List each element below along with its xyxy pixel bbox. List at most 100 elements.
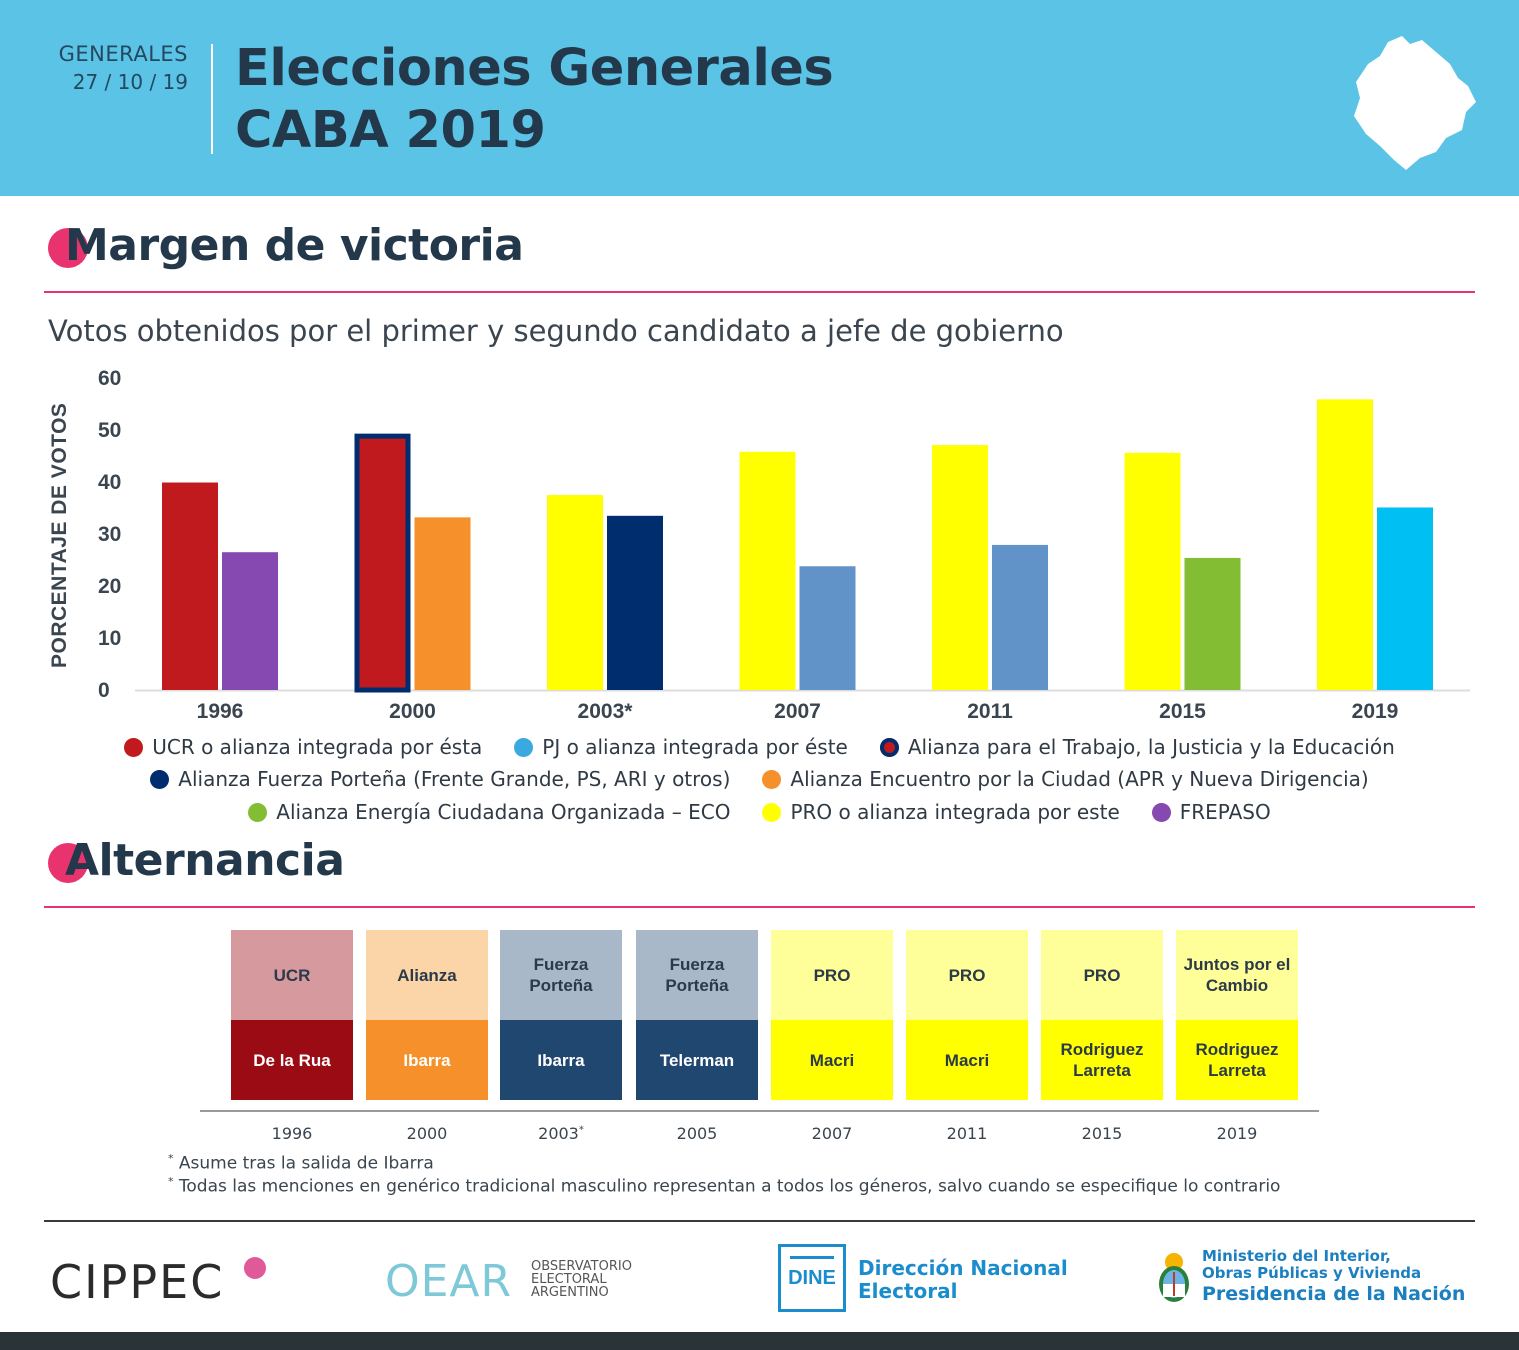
chart-subtitle: Votos obtenidos por el primer y segundo …	[48, 314, 1064, 348]
header-divider	[211, 44, 213, 154]
bar-2007-first	[739, 451, 796, 690]
election-type: GENERALES	[58, 42, 188, 66]
bottom-bar	[0, 1332, 1519, 1350]
party-cell: Fuerza Porteña	[500, 930, 622, 1020]
election-date: 27 / 10 / 19	[72, 70, 188, 94]
legend-swatch	[150, 769, 170, 789]
bar-2019-first	[1317, 399, 1373, 690]
bar-2000-first	[354, 433, 411, 693]
dine-logo: DINE	[778, 1244, 846, 1312]
alternancia-year: 2011	[946, 1124, 988, 1143]
legend-swatch	[248, 802, 268, 822]
bar-2019-second	[1377, 507, 1433, 690]
section-bullet	[48, 228, 88, 268]
legend-row: Alianza Fuerza Porteña (Frente Grande, P…	[0, 767, 1519, 791]
section-rule	[44, 906, 1475, 908]
y-tick-label: 40	[98, 471, 121, 494]
party-cell: Alianza	[366, 930, 488, 1020]
legend-item: UCR o alianza integrada por ésta	[124, 735, 482, 759]
alternancia-year: 2015	[1081, 1124, 1123, 1143]
candidate-cell: Macri	[906, 1020, 1028, 1100]
x-tick-label: 2000	[389, 700, 436, 723]
party-cell: PRO	[771, 930, 893, 1020]
alternancia-column: Alianza Ibarra	[366, 930, 488, 1100]
y-tick-label: 60	[98, 367, 121, 390]
bar-2015-second	[1184, 557, 1241, 690]
candidate-cell: Macri	[771, 1020, 893, 1100]
alternancia-column: PRO Macri	[906, 930, 1028, 1100]
bar-2003-first	[547, 495, 603, 690]
alternancia-column: Fuerza Porteña Ibarra	[500, 930, 622, 1100]
alternancia-year: 2005	[676, 1124, 718, 1143]
bar-1996-second	[222, 552, 278, 690]
national-emblem-icon	[1159, 1253, 1189, 1302]
alternancia-year: 2019	[1216, 1124, 1258, 1143]
candidate-cell: Ibarra	[500, 1020, 622, 1100]
alternancia-column: Juntos por el Cambio Rodriguez Larreta	[1176, 930, 1298, 1100]
legend-label: Alianza Fuerza Porteña (Frente Grande, P…	[178, 767, 731, 791]
legend-item: PJ o alianza integrada por éste	[514, 735, 848, 759]
dine-logo-bar	[790, 1256, 834, 1259]
y-tick-label: 0	[98, 679, 110, 702]
alternancia-column: Fuerza Porteña Telerman	[636, 930, 758, 1100]
page-title-line2: CABA 2019	[235, 101, 546, 160]
section-title-text: Margen de victoria	[65, 220, 524, 271]
alternancia-column: UCR De la Rua	[231, 930, 353, 1100]
legend-item: FREPASO	[1151, 800, 1271, 824]
legend-swatch	[762, 769, 782, 789]
oear-subtitle: OBSERVATORIO ELECTORAL ARGENTINO	[531, 1259, 632, 1300]
footnote-1: * Asume tras la salida de Ibarra	[168, 1152, 434, 1174]
candidate-cell: De la Rua	[231, 1020, 353, 1100]
x-tick-label: 2003*	[578, 700, 634, 723]
bar-2000-second	[414, 517, 471, 690]
x-tick-label: 2019	[1352, 700, 1399, 723]
page-title-line1: Elecciones Generales	[235, 39, 834, 98]
footnote-2: * Todas las menciones en genérico tradic…	[168, 1175, 1281, 1197]
candidate-cell: Telerman	[636, 1020, 758, 1100]
legend-label: PJ o alianza integrada por éste	[542, 735, 848, 759]
candidate-cell: Ibarra	[366, 1020, 488, 1100]
bar-1996-first	[162, 482, 218, 690]
candidate-cell: Rodriguez Larreta	[1041, 1020, 1163, 1100]
cippec-badge-icon	[244, 1257, 266, 1279]
legend-swatch	[514, 737, 534, 757]
page-title: Elecciones Generales CABA 2019	[235, 38, 834, 162]
legend-swatch	[762, 802, 782, 822]
alternancia-column: PRO Macri	[771, 930, 893, 1100]
x-tick-label: 1996	[197, 700, 244, 723]
section-bullet	[48, 843, 88, 883]
legend-row: UCR o alianza integrada por ésta PJ o ali…	[0, 735, 1519, 759]
section-rule	[44, 291, 1475, 293]
legend-label: Alianza para el Trabajo, la Justicia y l…	[907, 735, 1395, 759]
y-tick-label: 50	[98, 419, 121, 442]
ministerio-text: Ministerio del Interior, Obras Públicas …	[1202, 1247, 1466, 1306]
alternancia-year: 1996	[271, 1124, 313, 1143]
oear-logo: OEAR	[385, 1256, 513, 1307]
bar-2007-second	[799, 566, 856, 690]
bar-2011-second	[992, 544, 1048, 690]
alternancia-year: 2007	[811, 1124, 853, 1143]
party-cell: PRO	[906, 930, 1028, 1020]
dine-text: Dirección Nacional Electoral	[858, 1256, 1068, 1303]
y-tick-label: 10	[98, 627, 121, 650]
party-cell: PRO	[1041, 930, 1163, 1020]
alternancia-column: PRO Rodriguez Larreta	[1041, 930, 1163, 1100]
legend-label: PRO o alianza integrada por este	[790, 800, 1120, 824]
legend-swatch	[124, 737, 144, 757]
alternancia-year: 2000	[406, 1124, 448, 1143]
legend-swatch	[879, 737, 899, 757]
party-cell: Juntos por el Cambio	[1176, 930, 1298, 1020]
section-title-text: Alternancia	[65, 835, 345, 886]
legend-swatch	[1151, 802, 1171, 822]
x-tick-label: 2015	[1159, 700, 1206, 723]
legend-label: Alianza Encuentro por la Ciudad (APR y N…	[790, 767, 1369, 791]
x-tick-label: 2007	[774, 700, 821, 723]
x-tick-label: 2011	[967, 700, 1013, 723]
legend-item: Alianza Encuentro por la Ciudad (APR y N…	[762, 767, 1369, 791]
legend-label: UCR o alianza integrada por ésta	[152, 735, 483, 759]
footer-rule	[44, 1220, 1475, 1222]
bar-2011-first	[932, 445, 988, 690]
legend-item: Alianza Fuerza Porteña (Frente Grande, P…	[150, 767, 730, 791]
legend-item: Alianza para el Trabajo, la Justicia y l…	[879, 735, 1395, 759]
legend-item: PRO o alianza integrada por este	[762, 800, 1120, 824]
